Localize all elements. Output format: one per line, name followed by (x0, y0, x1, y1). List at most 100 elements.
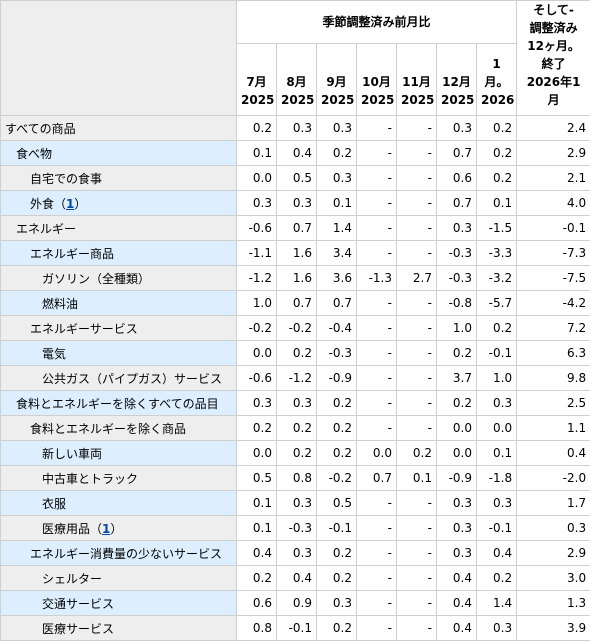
monthly-value: 0.3 (477, 616, 517, 641)
monthly-value: - (397, 191, 437, 216)
monthly-value: 0.4 (477, 541, 517, 566)
row-label: 外食（1） (1, 191, 237, 216)
monthly-value: 2.7 (397, 266, 437, 291)
monthly-value: -0.1 (477, 516, 517, 541)
monthly-value: -3.2 (477, 266, 517, 291)
row-label: エネルギー (1, 216, 237, 241)
monthly-value: - (397, 166, 437, 191)
row-label-text: エネルギー消費量の少ないサービス (30, 547, 222, 561)
row-label-text: 医療用品（ (42, 522, 102, 536)
monthly-value: 1.0 (237, 291, 277, 316)
monthly-value: -0.6 (237, 216, 277, 241)
monthly-value: 0.9 (277, 591, 317, 616)
monthly-value: - (397, 241, 437, 266)
twelve-month-value: 2.9 (517, 141, 590, 166)
monthly-value: 0.7 (437, 191, 477, 216)
monthly-value: 0.3 (317, 591, 357, 616)
row-label-text: ガソリン（全種類） (42, 272, 150, 286)
monthly-value: 0.4 (437, 616, 477, 641)
monthly-value: 0.1 (397, 466, 437, 491)
monthly-value: -0.3 (437, 266, 477, 291)
header-12-month-line: 12ヶ月。 (521, 37, 586, 55)
monthly-value: 0.4 (277, 141, 317, 166)
monthly-value: 0.5 (317, 491, 357, 516)
monthly-value: 0.1 (317, 191, 357, 216)
monthly-value: 0.0 (357, 441, 397, 466)
monthly-value: - (357, 616, 397, 641)
monthly-value: -1.5 (477, 216, 517, 241)
row-label: 電気 (1, 341, 237, 366)
row-label: 公共ガス（パイプガス）サービス (1, 366, 237, 391)
monthly-value: 0.7 (437, 141, 477, 166)
monthly-value: -3.3 (477, 241, 517, 266)
twelve-month-value: 2.9 (517, 541, 590, 566)
monthly-value: 0.4 (237, 541, 277, 566)
monthly-value: - (357, 166, 397, 191)
row-label: 自宅での食事 (1, 166, 237, 191)
monthly-value: 0.0 (237, 166, 277, 191)
monthly-value: 0.6 (437, 166, 477, 191)
header-month-name: 10月 (361, 73, 392, 91)
monthly-value: 0.2 (437, 341, 477, 366)
monthly-value: - (397, 541, 437, 566)
row-label-text: 食料とエネルギーを除く商品 (30, 422, 186, 436)
monthly-value: - (397, 141, 437, 166)
header-month-year: 2025 (281, 91, 312, 109)
monthly-value: -0.6 (237, 366, 277, 391)
monthly-value: - (357, 216, 397, 241)
monthly-value: -5.7 (477, 291, 517, 316)
monthly-value: - (357, 241, 397, 266)
header-month-year: 2025 (361, 91, 392, 109)
monthly-value: -0.1 (277, 616, 317, 641)
row-label-text: すべての商品 (5, 122, 76, 136)
monthly-value: 0.2 (317, 391, 357, 416)
monthly-value: -0.3 (277, 516, 317, 541)
header-month: 1月。2026 (477, 43, 517, 115)
monthly-value: - (397, 566, 437, 591)
monthly-value: - (357, 116, 397, 141)
twelve-month-value: 9.8 (517, 366, 590, 391)
monthly-value: 0.0 (437, 441, 477, 466)
monthly-value: -0.1 (317, 516, 357, 541)
row-label: 医療サービス (1, 616, 237, 641)
monthly-value: -0.3 (437, 241, 477, 266)
row-label-text: 電気 (42, 347, 66, 361)
monthly-value: 0.1 (237, 141, 277, 166)
header-month-name: 12月 (441, 73, 472, 91)
monthly-value: 1.4 (317, 216, 357, 241)
row-label: 衣服 (1, 491, 237, 516)
header-month-name: 7月 (241, 73, 272, 91)
monthly-value: 0.0 (437, 416, 477, 441)
row-label-text: 中古車とトラック (42, 472, 138, 486)
row-label: 燃料油 (1, 291, 237, 316)
monthly-value: 0.2 (237, 116, 277, 141)
monthly-value: 0.0 (237, 441, 277, 466)
twelve-month-value: 4.0 (517, 191, 590, 216)
monthly-value: -0.1 (477, 341, 517, 366)
monthly-value: 0.2 (277, 441, 317, 466)
monthly-value: - (397, 316, 437, 341)
monthly-value: 0.7 (317, 291, 357, 316)
row-label-text: 食料とエネルギーを除くすべての品目 (16, 397, 219, 411)
monthly-value: 0.7 (357, 466, 397, 491)
monthly-value: 0.2 (237, 566, 277, 591)
monthly-value: -0.4 (317, 316, 357, 341)
twelve-month-value: 7.2 (517, 316, 590, 341)
monthly-value: -1.2 (277, 366, 317, 391)
monthly-value: 0.2 (437, 391, 477, 416)
twelve-month-value: -2.0 (517, 466, 590, 491)
monthly-value: 0.5 (277, 166, 317, 191)
monthly-value: 1.6 (277, 266, 317, 291)
